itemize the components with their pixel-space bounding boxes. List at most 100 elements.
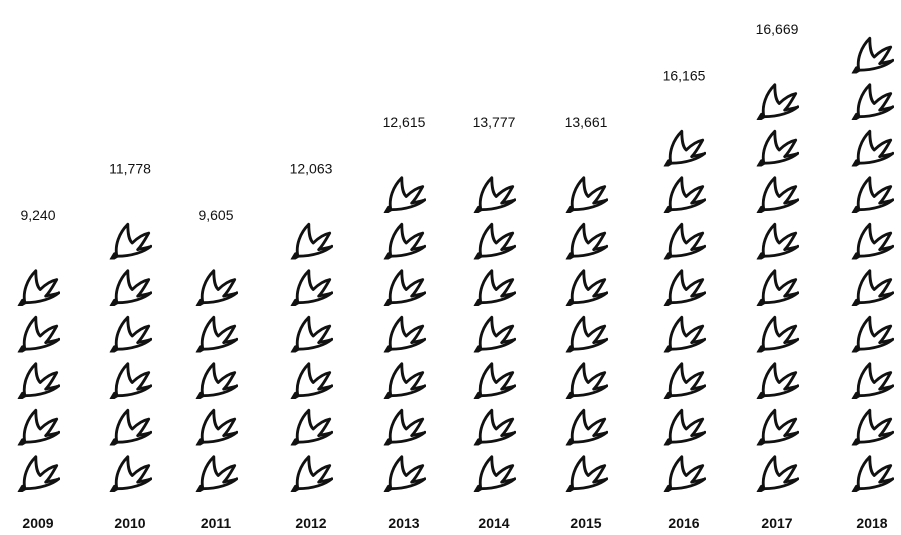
leaf-icon xyxy=(383,222,426,260)
value-label: 11,778 xyxy=(109,161,151,177)
leaf-icon xyxy=(851,129,894,167)
x-tick-label: 2011 xyxy=(201,515,232,531)
leaf-icon xyxy=(473,176,516,213)
x-tick-label: 2014 xyxy=(478,515,509,531)
value-label: 13,777 xyxy=(473,114,516,130)
leaf-icon xyxy=(290,222,333,260)
column-2010: 11,778 2010 xyxy=(109,161,152,531)
leaf-icon xyxy=(109,315,152,353)
x-tick-label: 2018 xyxy=(856,515,887,531)
leaf-icon xyxy=(473,362,516,399)
leaf-icon xyxy=(383,408,426,446)
column-2018: 17,4642018 xyxy=(851,36,894,531)
leaf-icon xyxy=(756,269,799,306)
leaf-icon xyxy=(663,315,706,353)
leaf-icon xyxy=(565,362,608,399)
leaf-icon xyxy=(565,269,608,306)
leaf-icon xyxy=(290,362,333,399)
leaf-icon xyxy=(565,176,608,213)
x-tick-label: 2009 xyxy=(22,515,53,531)
leaf-icon xyxy=(290,269,333,306)
leaf-icon xyxy=(109,362,152,399)
column-2009: 9,240 2009 xyxy=(17,207,60,531)
leaf-icon xyxy=(756,129,799,167)
leaf-icon xyxy=(851,176,894,213)
leaf-icon xyxy=(109,269,152,306)
x-tick-label: 2015 xyxy=(570,515,601,531)
leaf-icon xyxy=(851,83,894,120)
leaf-icon xyxy=(663,269,706,306)
leaf-icon xyxy=(195,455,238,492)
leaf-icon xyxy=(195,269,238,306)
leaf-icon xyxy=(756,455,799,492)
leaf-icon xyxy=(17,362,60,399)
column-2014: 13,777 2014 xyxy=(473,114,516,531)
leaf-icon xyxy=(383,176,426,213)
leaf-icon xyxy=(663,362,706,399)
value-label: 16,669 xyxy=(756,21,799,37)
leaf-icon xyxy=(565,455,608,492)
x-tick-label: 2012 xyxy=(295,515,326,531)
value-label: 13,661 xyxy=(565,114,608,130)
leaf-icon xyxy=(383,455,426,492)
leaf-icon xyxy=(663,455,706,492)
leaf-icon xyxy=(195,408,238,446)
leaf-icon xyxy=(17,455,60,492)
x-tick-label: 2016 xyxy=(668,515,699,531)
leaf-icon xyxy=(17,269,60,306)
leaf-icon xyxy=(756,83,799,120)
leaf-icon xyxy=(756,222,799,260)
leaf-icon xyxy=(290,315,333,353)
leaf-icon xyxy=(473,222,516,260)
leaf-icon xyxy=(663,129,706,167)
leaf-icon xyxy=(473,455,516,492)
leaf-icon xyxy=(851,408,894,446)
leaf-icon xyxy=(383,269,426,306)
value-label: 9,240 xyxy=(20,207,55,223)
leaf-icon xyxy=(109,408,152,446)
leaf-icon xyxy=(383,315,426,353)
value-label: 12,615 xyxy=(383,114,426,130)
value-label: 16,165 xyxy=(663,68,706,84)
column-2016: 16,165 2016 xyxy=(663,68,706,531)
leaf-icon xyxy=(565,408,608,446)
leaf-icon xyxy=(17,315,60,353)
leaf-icon xyxy=(473,269,516,306)
leaf-icon xyxy=(383,362,426,399)
leaf-icon xyxy=(663,222,706,260)
leaf-icon xyxy=(195,362,238,399)
leaf-icon xyxy=(851,222,894,260)
leaf-icon xyxy=(663,176,706,213)
column-2012: 12,063 2012 xyxy=(290,161,333,531)
x-tick-label: 2013 xyxy=(388,515,419,531)
leaf-icon xyxy=(756,408,799,446)
leaf-icon xyxy=(851,455,894,492)
leaf-icon xyxy=(756,315,799,353)
x-tick-label: 2010 xyxy=(114,515,145,531)
leaf-icon xyxy=(17,408,60,446)
leaf-icon xyxy=(290,455,333,492)
leaf-icon xyxy=(473,315,516,353)
leaf-icon xyxy=(109,222,152,260)
leaf-icon xyxy=(851,36,894,74)
leaf-icon xyxy=(756,362,799,399)
leaf-icon xyxy=(565,222,608,260)
leaf-icon xyxy=(290,408,333,446)
leaf-icon xyxy=(756,176,799,213)
leaf-icon xyxy=(109,455,152,492)
column-2013: 12,615 2013 xyxy=(383,114,426,531)
column-2015: 13,661 2015 xyxy=(565,114,608,531)
value-label: 12,063 xyxy=(290,161,333,177)
leaf-icon xyxy=(663,408,706,446)
leaf-icon xyxy=(851,315,894,353)
leaf-icon xyxy=(565,315,608,353)
leaf-icon xyxy=(851,269,894,306)
leaf-icon xyxy=(851,362,894,399)
x-tick-label: 2017 xyxy=(761,515,792,531)
leaf-icon xyxy=(195,315,238,353)
column-2011: 9,605 2011 xyxy=(195,207,238,531)
value-label: 9,605 xyxy=(198,207,233,223)
column-2017: 16,669 2017 xyxy=(756,21,799,531)
leaf-icon xyxy=(473,408,516,446)
